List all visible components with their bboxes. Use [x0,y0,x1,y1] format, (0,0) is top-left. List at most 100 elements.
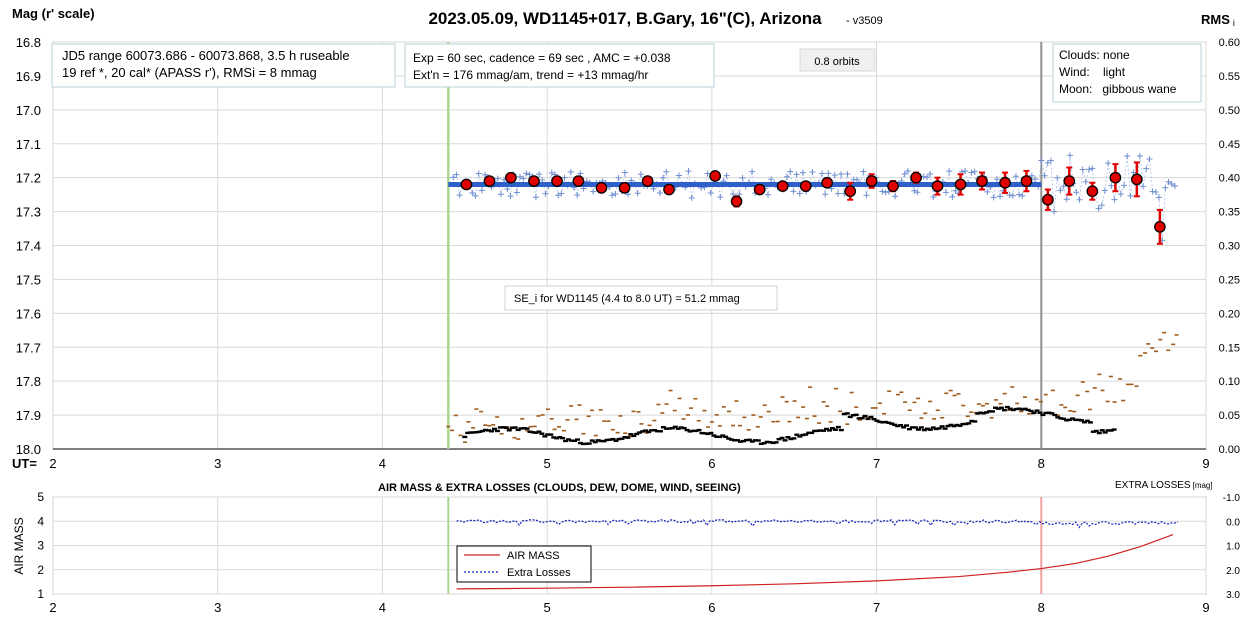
raw-data-point [784,173,791,180]
se-box-frame [504,285,778,311]
raw-data-point [990,194,997,201]
raw-data-point [799,169,806,176]
raw-data-point [685,168,692,175]
chart-title: 2023.05.09, WD1145+017, B.Gary, 16"(C), … [428,9,822,28]
binned-point [931,180,944,192]
raw-data-point [997,193,1004,200]
top-x-tick-label: 5 [544,456,551,471]
binned-point [505,171,517,184]
chart-version: - v3509 [846,15,883,27]
raw-data-point [612,191,619,198]
conditions-wind: Wind: light [1059,65,1126,79]
conditions-moon: Moon: gibbous wane [1059,82,1177,96]
raw-data-point [927,170,934,177]
raw-data-point [663,168,670,175]
raw-data-point [590,188,597,195]
bottom-x-tick-label: 8 [1038,600,1045,615]
raw-data-point [984,188,991,195]
binned-point [954,178,967,191]
binned-point [641,175,654,187]
raw-data-point [497,191,504,198]
binned-point [1130,173,1143,186]
top-grid [52,41,1207,450]
top-y2-tick-label: 0.30 [1219,241,1240,253]
binned-point [572,175,585,187]
raw-data-point [482,171,489,178]
binned-point [1154,220,1166,233]
bottom-x-tick-label: 3 [214,600,221,615]
bottom-y-tick-label: 3 [37,539,44,553]
top-x-tick-label: 6 [708,456,715,471]
raw-data-point [860,168,867,175]
binned-point [1042,193,1054,206]
raw-data-point [730,190,737,197]
raw-data-point [1057,187,1064,194]
top-y-tick-label: 17.3 [16,205,41,220]
top-y-tick-label: 17.9 [16,408,41,423]
raw-data-point [1044,159,1051,166]
raw-data-point [768,176,775,183]
raw-data-point [739,174,746,181]
top-y2-tick-label: 0.50 [1219,105,1240,117]
bottom-y2-tick-label: 1.0 [1226,542,1240,553]
raw-data-point [1012,173,1019,180]
orbits-box: 0.8 orbits [799,48,876,72]
top-y2-tick-label: 0.10 [1219,376,1240,388]
binned-point [551,175,563,187]
raw-data-point [942,189,949,196]
raw-data-point [1162,184,1169,191]
bottom-y-tick-label: 2 [37,563,44,577]
right-axis-label: RMS i [1201,12,1235,28]
orbits-box-frame [799,48,876,72]
raw-data-point [863,192,870,199]
top-y-tick-label: 17.6 [16,306,41,321]
raw-data-point [1121,182,1128,189]
top-x-tick-label: 8 [1038,456,1045,471]
raw-data-point [1066,152,1073,159]
raw-data-point [911,187,918,194]
top-y2-tick-label: 0.25 [1219,274,1240,286]
raw-data-point [558,190,565,197]
raw-data-point [952,187,959,194]
raw-data-point [555,192,562,199]
top-y-tick-label: 17.2 [16,171,41,186]
raw-data-point [1038,157,1045,164]
raw-data-point [707,189,714,196]
info-box-1-line-2: 19 ref *, 20 cal* (APASS r'), RMSi = 8 m… [62,65,317,80]
raw-data-point [1136,152,1143,159]
bottom-x-tick-label: 4 [379,600,386,615]
top-x-tick-label: 9 [1202,456,1209,471]
raw-data-point [882,189,889,196]
raw-data-point [532,194,539,201]
raw-data-point [520,175,527,182]
raw-data-point [993,176,1000,183]
raw-data-point [704,170,711,177]
binned-point [663,183,675,196]
bottom-left-label: AIR MASS [12,517,26,574]
conditions-box: Clouds: none Wind: light Moon: gibbous w… [1052,43,1202,103]
raw-data-point [749,168,756,175]
raw-data-point [1101,187,1108,194]
bottom-y-tick-label: 4 [37,514,44,528]
raw-data-point [621,169,628,176]
raw-data-point [1076,196,1083,203]
raw-data-point [1009,192,1016,199]
legend-frame [456,545,592,583]
raw-data-point [456,192,463,199]
raw-data-point [1006,192,1013,199]
binned-point [976,175,988,187]
top-y2-tick-label: 0.20 [1219,308,1240,320]
raw-data-point [879,188,886,195]
raw-data-point [1168,180,1175,187]
binned-point [999,176,1011,189]
raw-data-point [548,169,555,176]
binned-point [730,195,743,208]
top-y2-tick-label: 0.60 [1219,37,1240,49]
raw-data-point [469,189,476,196]
raw-data-point [517,173,524,180]
raw-data-point [1155,194,1162,201]
top-y-tick-label: 16.9 [16,69,41,84]
